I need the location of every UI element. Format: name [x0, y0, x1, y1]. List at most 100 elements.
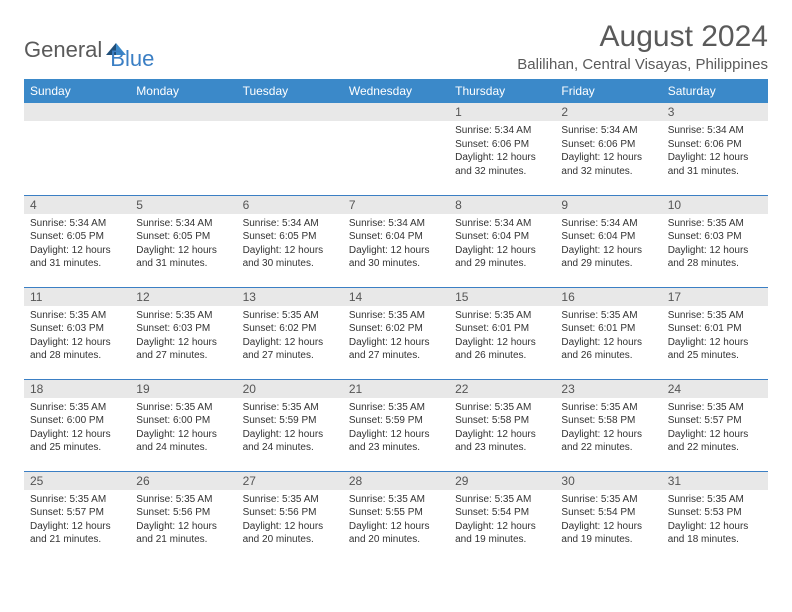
day-cell: 9Sunrise: 5:34 AMSunset: 6:04 PMDaylight…	[555, 195, 661, 287]
day-content: Sunrise: 5:35 AMSunset: 5:59 PMDaylight:…	[237, 398, 343, 459]
day-line: Daylight: 12 hours and 18 minutes.	[668, 520, 762, 547]
day-line: Sunset: 6:03 PM	[30, 322, 124, 336]
day-number: 13	[237, 288, 343, 306]
title-block: August 2024 Balilihan, Central Visayas, …	[517, 20, 768, 73]
day-cell: 2Sunrise: 5:34 AMSunset: 6:06 PMDaylight…	[555, 103, 661, 195]
day-cell	[343, 103, 449, 195]
day-cell: 20Sunrise: 5:35 AMSunset: 5:59 PMDayligh…	[237, 379, 343, 471]
day-cell: 16Sunrise: 5:35 AMSunset: 6:01 PMDayligh…	[555, 287, 661, 379]
day-number: 26	[130, 472, 236, 490]
day-line: Daylight: 12 hours and 19 minutes.	[561, 520, 655, 547]
day-number: 5	[130, 196, 236, 214]
day-header: Tuesday	[237, 79, 343, 103]
day-header: Wednesday	[343, 79, 449, 103]
day-number: 23	[555, 380, 661, 398]
week-row: 1Sunrise: 5:34 AMSunset: 6:06 PMDaylight…	[24, 103, 768, 195]
day-number	[130, 103, 236, 121]
day-line: Sunrise: 5:35 AM	[136, 309, 230, 323]
day-line: Sunrise: 5:35 AM	[243, 401, 337, 415]
day-cell: 28Sunrise: 5:35 AMSunset: 5:55 PMDayligh…	[343, 471, 449, 563]
day-line: Sunset: 6:06 PM	[455, 138, 549, 152]
day-line: Sunrise: 5:34 AM	[243, 217, 337, 231]
day-cell: 24Sunrise: 5:35 AMSunset: 5:57 PMDayligh…	[662, 379, 768, 471]
day-cell	[24, 103, 130, 195]
day-content: Sunrise: 5:35 AMSunset: 6:00 PMDaylight:…	[24, 398, 130, 459]
day-header: Monday	[130, 79, 236, 103]
day-line: Sunset: 6:02 PM	[349, 322, 443, 336]
day-line: Daylight: 12 hours and 27 minutes.	[136, 336, 230, 363]
day-number: 21	[343, 380, 449, 398]
day-number: 3	[662, 103, 768, 121]
day-line: Daylight: 12 hours and 32 minutes.	[561, 151, 655, 178]
day-number: 18	[24, 380, 130, 398]
day-number: 7	[343, 196, 449, 214]
day-line: Daylight: 12 hours and 26 minutes.	[561, 336, 655, 363]
day-number: 4	[24, 196, 130, 214]
day-content: Sunrise: 5:35 AMSunset: 6:01 PMDaylight:…	[449, 306, 555, 367]
day-content: Sunrise: 5:34 AMSunset: 6:05 PMDaylight:…	[24, 214, 130, 275]
day-line: Sunset: 6:05 PM	[243, 230, 337, 244]
day-number: 14	[343, 288, 449, 306]
calendar-table: Sunday Monday Tuesday Wednesday Thursday…	[24, 79, 768, 563]
day-line: Sunrise: 5:35 AM	[349, 493, 443, 507]
day-line: Sunset: 6:01 PM	[455, 322, 549, 336]
day-number: 24	[662, 380, 768, 398]
day-line: Sunrise: 5:35 AM	[455, 309, 549, 323]
day-line: Sunset: 5:59 PM	[349, 414, 443, 428]
day-cell: 1Sunrise: 5:34 AMSunset: 6:06 PMDaylight…	[449, 103, 555, 195]
logo-text-general: General	[24, 37, 102, 63]
day-line: Sunset: 5:56 PM	[136, 506, 230, 520]
day-content: Sunrise: 5:35 AMSunset: 5:54 PMDaylight:…	[555, 490, 661, 551]
day-number: 30	[555, 472, 661, 490]
week-row: 11Sunrise: 5:35 AMSunset: 6:03 PMDayligh…	[24, 287, 768, 379]
day-content: Sunrise: 5:35 AMSunset: 6:00 PMDaylight:…	[130, 398, 236, 459]
day-content: Sunrise: 5:35 AMSunset: 5:59 PMDaylight:…	[343, 398, 449, 459]
day-header: Friday	[555, 79, 661, 103]
day-line: Daylight: 12 hours and 30 minutes.	[243, 244, 337, 271]
day-line: Sunset: 5:56 PM	[243, 506, 337, 520]
day-line: Daylight: 12 hours and 25 minutes.	[668, 336, 762, 363]
day-line: Daylight: 12 hours and 24 minutes.	[243, 428, 337, 455]
day-line: Sunset: 6:00 PM	[30, 414, 124, 428]
day-line: Daylight: 12 hours and 29 minutes.	[455, 244, 549, 271]
day-line: Sunset: 5:53 PM	[668, 506, 762, 520]
day-cell: 31Sunrise: 5:35 AMSunset: 5:53 PMDayligh…	[662, 471, 768, 563]
day-line: Sunrise: 5:35 AM	[349, 309, 443, 323]
logo: General Blue	[24, 28, 154, 72]
header: General Blue August 2024 Balilihan, Cent…	[24, 20, 768, 73]
day-number	[24, 103, 130, 121]
day-cell: 17Sunrise: 5:35 AMSunset: 6:01 PMDayligh…	[662, 287, 768, 379]
day-cell: 26Sunrise: 5:35 AMSunset: 5:56 PMDayligh…	[130, 471, 236, 563]
day-line: Sunrise: 5:35 AM	[668, 401, 762, 415]
logo-text-blue: Blue	[110, 46, 154, 72]
day-line: Daylight: 12 hours and 22 minutes.	[561, 428, 655, 455]
day-line: Sunrise: 5:35 AM	[668, 309, 762, 323]
day-cell: 5Sunrise: 5:34 AMSunset: 6:05 PMDaylight…	[130, 195, 236, 287]
day-number: 12	[130, 288, 236, 306]
day-line: Sunrise: 5:35 AM	[668, 217, 762, 231]
day-cell: 23Sunrise: 5:35 AMSunset: 5:58 PMDayligh…	[555, 379, 661, 471]
day-line: Sunset: 6:01 PM	[561, 322, 655, 336]
day-content: Sunrise: 5:35 AMSunset: 5:56 PMDaylight:…	[237, 490, 343, 551]
day-line: Sunrise: 5:35 AM	[30, 401, 124, 415]
day-line: Daylight: 12 hours and 19 minutes.	[455, 520, 549, 547]
day-content: Sunrise: 5:34 AMSunset: 6:04 PMDaylight:…	[555, 214, 661, 275]
day-line: Sunrise: 5:35 AM	[243, 493, 337, 507]
day-line: Sunset: 5:54 PM	[561, 506, 655, 520]
day-number: 16	[555, 288, 661, 306]
day-number: 27	[237, 472, 343, 490]
day-content: Sunrise: 5:35 AMSunset: 5:54 PMDaylight:…	[449, 490, 555, 551]
day-line: Daylight: 12 hours and 20 minutes.	[243, 520, 337, 547]
day-content: Sunrise: 5:34 AMSunset: 6:06 PMDaylight:…	[662, 121, 768, 182]
day-line: Sunset: 6:04 PM	[349, 230, 443, 244]
day-line: Sunrise: 5:34 AM	[561, 124, 655, 138]
day-number: 11	[24, 288, 130, 306]
day-line: Daylight: 12 hours and 23 minutes.	[455, 428, 549, 455]
day-line: Daylight: 12 hours and 21 minutes.	[30, 520, 124, 547]
day-number: 17	[662, 288, 768, 306]
day-line: Sunset: 6:03 PM	[668, 230, 762, 244]
day-line: Sunset: 6:03 PM	[136, 322, 230, 336]
day-line: Sunrise: 5:35 AM	[455, 401, 549, 415]
day-line: Daylight: 12 hours and 31 minutes.	[668, 151, 762, 178]
day-cell: 15Sunrise: 5:35 AMSunset: 6:01 PMDayligh…	[449, 287, 555, 379]
